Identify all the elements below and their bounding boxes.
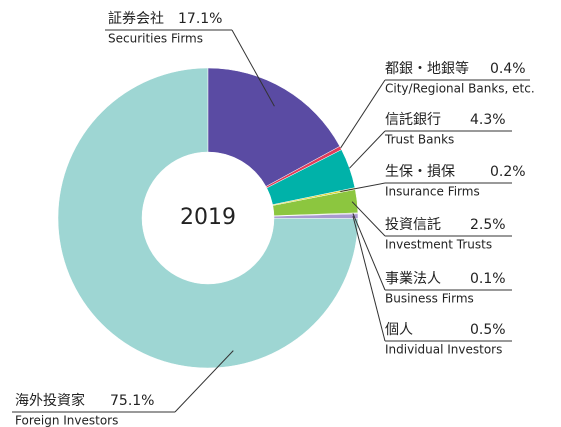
category-label-en: Trust Banks <box>384 133 454 147</box>
slice <box>266 149 356 205</box>
value-label: 0.1% <box>470 271 506 287</box>
category-label-en: Individual Investors <box>385 343 502 357</box>
leader-line <box>231 29 275 107</box>
category-label: 海外投資家 <box>15 392 85 409</box>
leader-line <box>352 213 386 291</box>
value-label: 17.1% <box>178 11 222 27</box>
category-label: 個人 <box>385 322 413 338</box>
category-label: 事業法人 <box>385 271 441 287</box>
category-label-en: City/Regional Banks, etc. <box>385 82 535 96</box>
value-label: 0.4% <box>490 61 526 77</box>
category-label-en: Investment Trusts <box>385 238 492 252</box>
value-label: 75.1% <box>110 393 154 409</box>
leader-line <box>340 79 386 149</box>
category-label: 生保・損保 <box>385 164 455 180</box>
category-label-en: Securities Firms <box>108 32 203 46</box>
slice <box>207 67 341 187</box>
value-label: 2.5% <box>470 217 506 233</box>
category-label: 信託銀行 <box>385 112 441 128</box>
category-label-en: Insurance Firms <box>385 185 480 199</box>
leader-line <box>352 216 386 342</box>
leader-line <box>349 130 386 169</box>
value-label: 0.5% <box>470 322 506 338</box>
category-label: 投資信託 <box>385 217 441 233</box>
category-label: 都銀・地銀等 <box>385 60 469 77</box>
category-label-en: Foreign Investors <box>15 414 118 427</box>
center-label: 2019 <box>180 205 236 230</box>
leader-line <box>340 182 386 192</box>
category-label-en: Business Firms <box>385 292 474 306</box>
leader-line <box>174 350 234 413</box>
value-label: 4.3% <box>470 112 506 128</box>
slice <box>272 189 359 216</box>
leader-line <box>351 201 386 237</box>
category-label: 証券会社 <box>108 11 164 27</box>
value-label: 0.2% <box>490 164 526 180</box>
